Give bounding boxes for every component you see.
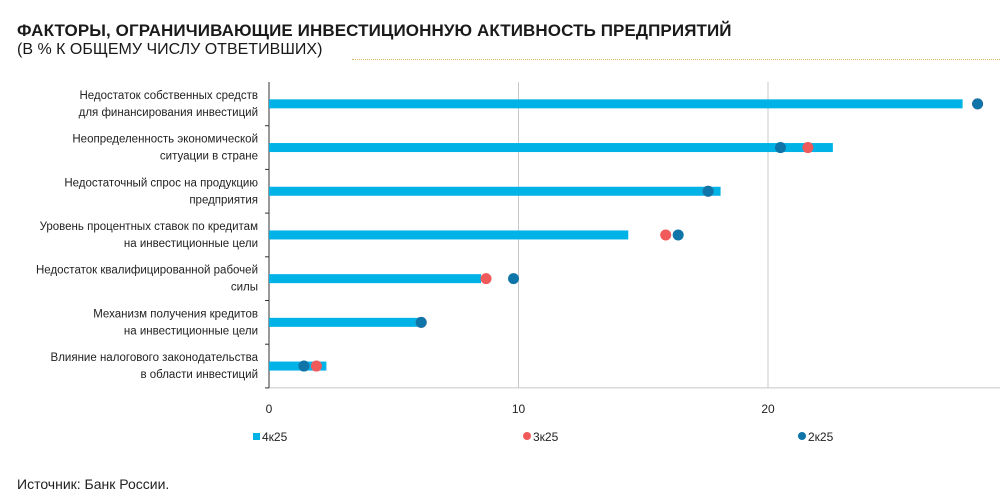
dot-3к25 [660, 229, 672, 241]
category-label: на инвестиционные цели [124, 325, 258, 337]
bar-4к25 [269, 274, 482, 284]
bar-4к25 [269, 143, 833, 153]
category-label: ситуации в стране [160, 151, 258, 163]
category-label: Недостаток квалифицированной рабочей [36, 265, 258, 277]
dot-2к25 [672, 229, 684, 241]
category-label: Недостаток собственных средств [79, 90, 258, 102]
chart-title: ФАКТОРЫ, ОГРАНИЧИВАЮЩИЕ ИНВЕСТИЦИОННУЮ А… [17, 21, 732, 40]
dot-2к25 [298, 360, 310, 372]
x-tick-label: 20 [761, 402, 775, 416]
category-label: Уровень процентных ставок по кредитам [40, 221, 258, 233]
category-label: предприятия [189, 194, 258, 206]
dot-2к25 [774, 142, 786, 154]
category-label: Неопределенность экономической [72, 134, 258, 146]
legend-marker [523, 432, 531, 440]
dot-3к25 [480, 273, 492, 285]
bar-4к25 [269, 317, 422, 327]
dot-2к25 [972, 98, 984, 110]
dot-2к25 [702, 185, 714, 197]
x-tick-label: 0 [266, 402, 273, 416]
chart-subtitle: (В % К ОБЩЕМУ ЧИСЛУ ОТВЕТИВШИХ) [17, 41, 323, 58]
category-label: Недостаточный спрос на продукцию [64, 177, 258, 189]
source-note: Источник: Банк России. [17, 476, 170, 492]
legend-marker [253, 433, 260, 440]
x-tick-label: 10 [512, 402, 526, 416]
dot-2к25 [508, 273, 520, 285]
category-label: в области инвестиций [140, 369, 258, 381]
title-divider [352, 59, 1000, 60]
legend-label: 2к25 [808, 430, 834, 444]
bar-4к25 [269, 361, 327, 371]
bar-4к25 [269, 230, 629, 240]
bar-4к25 [269, 186, 721, 196]
bar-4к25 [269, 99, 963, 109]
legend-marker [798, 432, 806, 440]
category-label: Влияние налогового законодательства [51, 352, 259, 364]
dot-3к25 [310, 360, 322, 372]
category-label: для финансирования инвестиций [79, 107, 258, 119]
legend-label: 3к25 [533, 430, 559, 444]
dot-2к25 [415, 316, 427, 328]
legend-label: 4к25 [262, 430, 288, 444]
dot-3к25 [802, 142, 814, 154]
category-label: на инвестиционные цели [124, 238, 258, 250]
category-label: Механизм получения кредитов [93, 308, 258, 320]
category-label: силы [231, 282, 258, 294]
